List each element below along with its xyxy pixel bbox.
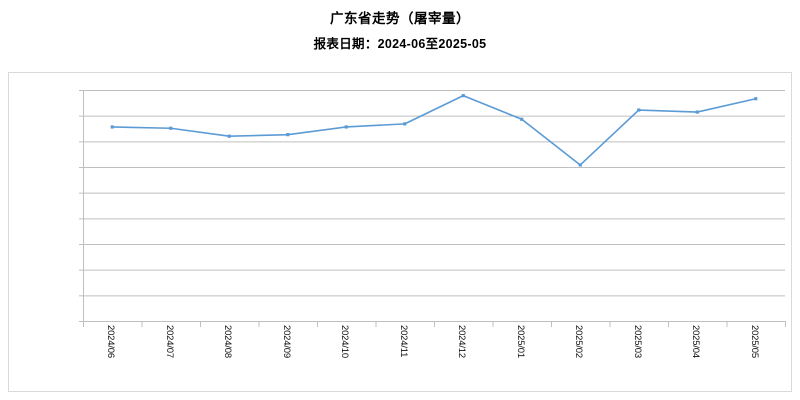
x-axis-tick-label: 2024/07 [163, 325, 175, 358]
chart-frame: 0500000100000015000002000000250000030000… [8, 72, 792, 392]
data-point-marker [403, 122, 407, 126]
x-axis-tick-label: 2025/02 [573, 325, 585, 358]
x-axis-tick-label: 2025/04 [690, 325, 702, 358]
data-point-marker [520, 117, 524, 121]
page-title: 广东省走势（屠宰量） [330, 11, 470, 26]
data-point-marker [286, 133, 290, 137]
line-chart-plot [79, 90, 786, 327]
data-point-marker [637, 108, 641, 112]
series-line [111, 94, 757, 166]
x-axis-tick-label: 2025/03 [631, 325, 643, 358]
report-date-subtitle: 报表日期：2024-06至2025-05 [313, 37, 487, 51]
x-axis-tick-label: 2024/10 [339, 325, 351, 358]
x-axis-tick-label: 2024/11 [397, 325, 409, 358]
data-point-marker [461, 94, 465, 98]
data-point-marker [754, 97, 758, 101]
x-axis-tick-labels: 2024/06 2024/07 2024/08 2024/09 2024/10 2024/… [9, 73, 793, 393]
x-axis-tick-label: 2024/06 [105, 325, 117, 358]
x-axis-tick-label: 2024/09 [280, 325, 292, 358]
data-point-marker [344, 125, 348, 129]
x-axis-tick-label: 2025/01 [514, 325, 526, 358]
data-point-marker [227, 134, 231, 138]
data-point-marker [695, 110, 699, 114]
data-point-marker [110, 125, 114, 129]
x-axis-tick-label: 2024/08 [222, 325, 234, 358]
data-point-marker [578, 163, 582, 167]
data-point-marker [169, 126, 173, 130]
title-block: 广东省走势（屠宰量） 报表日期：2024-06至2025-05 [0, 0, 800, 53]
x-axis-tick-label: 2025/05 [748, 325, 760, 358]
x-axis-tick-label: 2024/12 [456, 325, 468, 358]
